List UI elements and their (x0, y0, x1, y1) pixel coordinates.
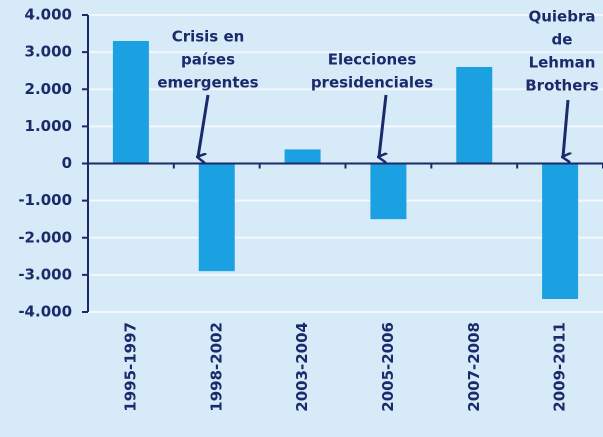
bar (284, 149, 321, 164)
annotation-text: países (181, 51, 235, 69)
y-tick-label: -1.000 (18, 191, 72, 209)
x-tick-label: 2009-2011 (551, 322, 569, 412)
x-tick-label: 2005-2006 (379, 322, 397, 412)
bar (542, 163, 579, 300)
bar (370, 163, 407, 220)
annotation-arrow (379, 94, 386, 157)
annotation-text: Crisis en (172, 28, 245, 46)
y-tick-label: 3.000 (25, 43, 72, 61)
annotation-text: presidenciales (311, 74, 433, 92)
y-tick-label: 4.000 (25, 6, 72, 24)
y-tick-label: 2.000 (25, 80, 72, 98)
bar (112, 40, 149, 164)
annotation-arrow (563, 99, 568, 157)
x-tick-label: 2003-2004 (293, 322, 311, 412)
x-tick-label: 1995-1997 (121, 322, 139, 412)
x-tick-label: 2007-2008 (465, 322, 483, 412)
annotation-text: Quiebra (528, 8, 595, 26)
annotation-arrow (198, 94, 210, 157)
annotation-text: Brothers (525, 77, 599, 95)
annotation-text: de (552, 31, 573, 49)
annotation-text: Elecciones (328, 51, 417, 69)
y-tick-label: -3.000 (18, 265, 72, 283)
annotation-text: emergentes (157, 74, 258, 92)
y-tick-label: 1.000 (25, 117, 72, 135)
annotation-text: Lehman (529, 54, 596, 72)
x-tick-label: 1998-2002 (207, 322, 225, 412)
y-tick-label: -4.000 (18, 303, 72, 321)
bar (198, 163, 235, 272)
bar (456, 66, 493, 164)
y-tick-label: 0 (62, 154, 72, 172)
y-tick-label: -2.000 (18, 228, 72, 246)
